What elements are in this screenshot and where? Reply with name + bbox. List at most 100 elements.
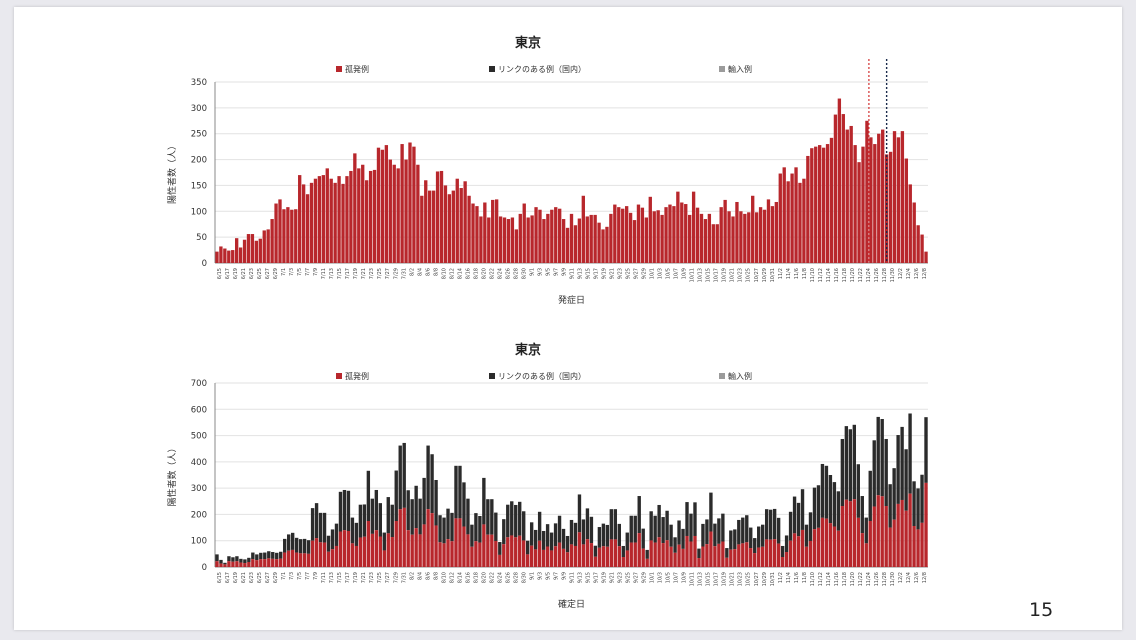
x-tick-label: 6/29: [273, 572, 279, 583]
legend-label-imported: 輸入例: [728, 64, 752, 74]
bar-linked: [494, 512, 498, 541]
x-tick-label: 7/23: [369, 572, 375, 583]
bar-linked: [414, 485, 418, 529]
bar-linked: [597, 527, 602, 548]
bar-sporadic: [219, 246, 223, 263]
x-tick-label: 11/4: [786, 268, 792, 279]
bar-sporadic: [632, 220, 637, 263]
bar-sporadic: [806, 155, 810, 263]
bar-linked: [589, 516, 594, 544]
bar-sporadic: [400, 144, 404, 263]
bar-linked: [892, 468, 896, 520]
bar-sporadic: [812, 529, 817, 567]
bar-sporadic: [837, 98, 842, 263]
bar-sporadic: [818, 145, 822, 263]
bar-sporadic: [581, 544, 586, 567]
bar-sporadic: [321, 175, 325, 263]
bar-sporadic: [609, 539, 614, 567]
bar-linked: [693, 502, 697, 536]
bar-sporadic: [231, 250, 235, 263]
x-tick-label: 8/14: [457, 572, 463, 583]
bar-sporadic: [506, 219, 511, 263]
bar-linked: [749, 527, 753, 549]
bar-sporadic: [680, 202, 684, 263]
bar-sporadic: [422, 524, 426, 567]
bar-sporadic: [717, 543, 721, 567]
bar-sporadic: [231, 561, 235, 567]
x-tick-label: 8/2: [409, 268, 415, 276]
bar-sporadic: [534, 207, 538, 263]
bar-sporadic: [856, 517, 860, 567]
bar-linked: [438, 515, 442, 543]
bar-sporadic: [254, 240, 259, 263]
bar-sporadic: [219, 563, 223, 567]
bar-sporadic: [298, 175, 302, 263]
bar-sporadic: [664, 207, 668, 263]
x-tick-label: 7/19: [353, 268, 359, 279]
bar-linked: [860, 496, 864, 534]
bar-sporadic: [669, 546, 673, 567]
y-tick-label: 300: [191, 484, 207, 494]
bar-sporadic: [294, 552, 299, 567]
bar-sporadic: [629, 542, 633, 567]
x-tick-label: 8/26: [505, 268, 511, 279]
bar-linked: [279, 551, 283, 559]
bar-sporadic: [330, 549, 335, 567]
x-tick-label: 6/23: [249, 572, 255, 583]
bar-sporadic: [310, 540, 315, 567]
legend-swatch-imported: [719, 373, 725, 379]
bar-sporadic: [904, 158, 909, 263]
bar-linked: [633, 515, 637, 543]
x-tick-label: 7/19: [353, 572, 359, 583]
x-tick-label: 7/21: [361, 268, 367, 279]
bar-sporadic: [861, 146, 865, 263]
legend-label-linked: リンクのある例（国内）: [498, 64, 586, 74]
bar-sporadic: [721, 541, 725, 567]
bar-sporadic: [325, 168, 329, 263]
bar-linked: [629, 515, 633, 543]
bar-linked: [665, 510, 669, 541]
x-tick-label: 11/22: [858, 572, 864, 586]
bar-sporadic: [912, 525, 916, 567]
bar-linked: [283, 538, 287, 553]
bar-sporadic: [770, 206, 775, 263]
bar-sporadic: [869, 137, 873, 263]
bar-linked: [772, 508, 777, 540]
bar-sporadic: [762, 209, 767, 263]
bar-sporadic: [541, 549, 546, 567]
bar-sporadic: [290, 549, 295, 567]
x-tick-label: 7/25: [377, 268, 383, 279]
bar-sporadic: [872, 506, 876, 567]
x-tick-label: 8/28: [513, 572, 519, 583]
x-tick-label: 6/17: [225, 572, 231, 583]
bar-linked: [470, 524, 474, 547]
x-tick-label: 7/25: [377, 572, 383, 583]
x-tick-label: 8/20: [481, 268, 487, 279]
bar-sporadic: [573, 545, 578, 567]
bar-sporadic: [442, 543, 446, 567]
x-tick-label: 7/13: [329, 572, 335, 583]
bar-sporadic: [298, 553, 303, 567]
bar-sporadic: [735, 201, 739, 263]
bar-sporadic: [418, 534, 422, 567]
bar-sporadic: [593, 556, 598, 567]
bar-sporadic: [707, 213, 712, 263]
bar-linked: [924, 417, 928, 483]
bar-sporadic: [386, 533, 390, 567]
bar-linked: [366, 470, 371, 521]
bar-sporadic: [884, 506, 888, 567]
x-tick-label: 11/22: [858, 268, 864, 282]
bar-linked: [677, 520, 681, 545]
bar-linked: [310, 508, 315, 541]
y-tick-label: 700: [191, 379, 207, 389]
x-tick-label: 10/3: [658, 268, 664, 279]
x-tick-label: 6/19: [233, 572, 239, 583]
x-tick-label: 7/1: [281, 268, 287, 276]
bar-linked: [864, 517, 868, 544]
bar-sporadic: [908, 493, 912, 567]
x-tick-label: 8/18: [473, 572, 479, 583]
bar-linked: [518, 501, 522, 536]
bar-sporadic: [816, 527, 821, 567]
bar-sporadic: [684, 204, 688, 263]
legend-label-sporadic: 孤発例: [345, 64, 369, 74]
